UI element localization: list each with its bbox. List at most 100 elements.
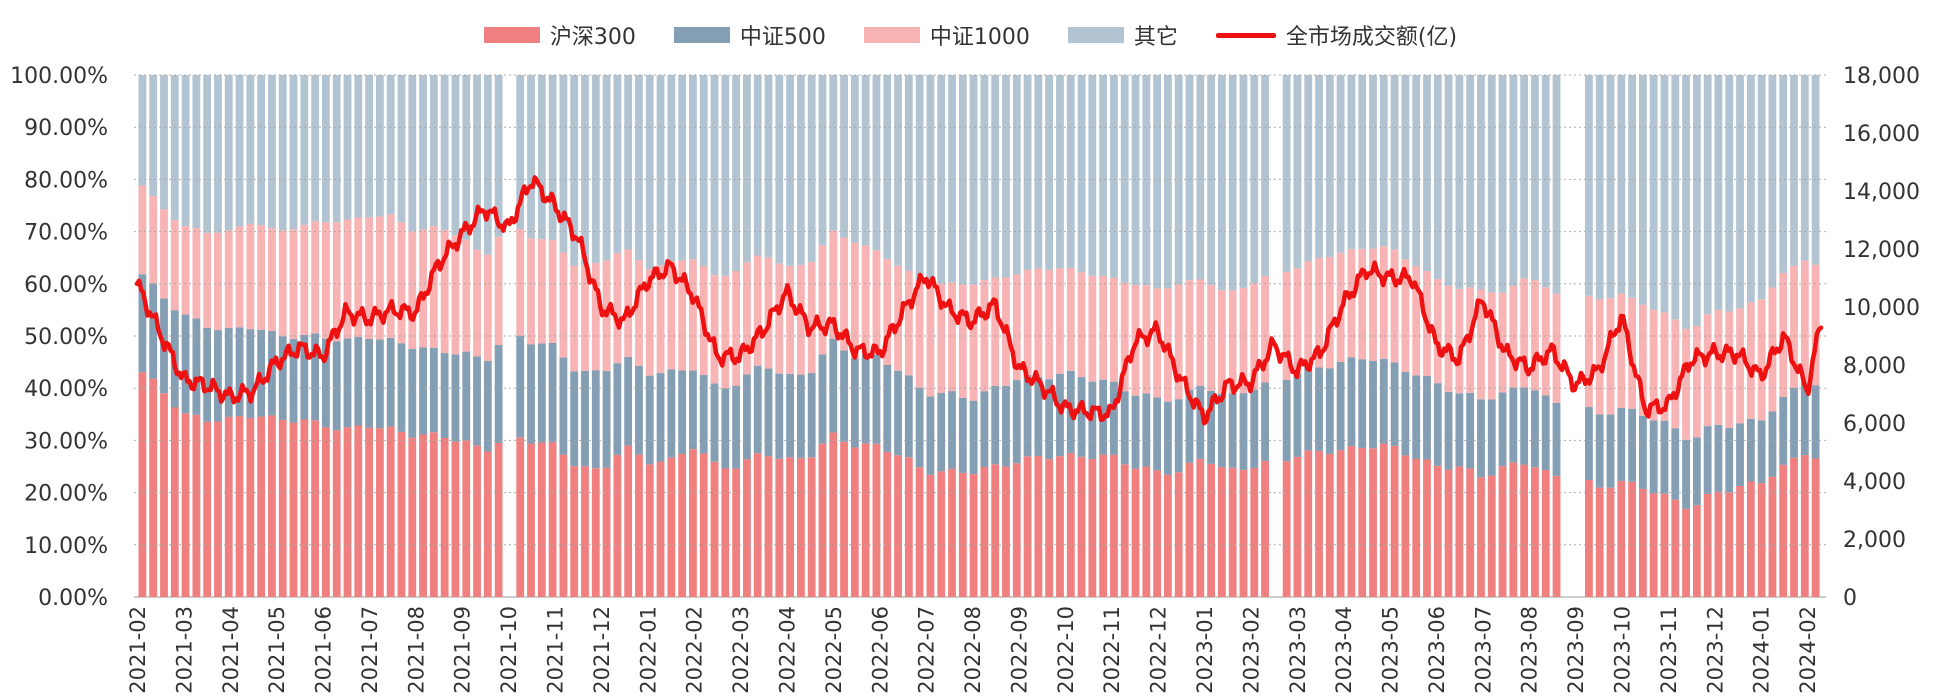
y-right-tick-label: 16,000 [1843, 122, 1920, 147]
bar-segment-hs300 [1746, 481, 1755, 597]
bar-segment-other [1207, 75, 1215, 285]
bar-segment-zz1000 [473, 249, 481, 357]
bar-segment-zz500 [1455, 393, 1464, 467]
bar-segment-other [689, 75, 697, 260]
bar-segment-hs300 [1509, 462, 1518, 597]
bar-segment-zz1000 [419, 229, 427, 348]
bar-segment-other [343, 75, 352, 220]
bar-segment-hs300 [1217, 467, 1226, 597]
bar-segment-hs300 [1692, 505, 1701, 597]
bar-segment-zz500 [667, 369, 676, 458]
y-left-tick-label: 30.00% [24, 429, 108, 454]
bar-segment-hs300 [1023, 456, 1032, 597]
bar-segment-zz500 [969, 400, 978, 475]
x-tick-label: 2022-07 [915, 606, 939, 694]
bar-segment-zz1000 [850, 242, 859, 359]
bar-segment-zz500 [1023, 374, 1032, 457]
bar-segment-zz500 [1649, 420, 1658, 494]
bar-segment-zz1000 [1800, 260, 1809, 383]
bar-segment-hs300 [1412, 459, 1421, 597]
bar-segment-zz1000 [656, 265, 665, 373]
bar-segment-zz1000 [1325, 257, 1334, 369]
bar-segment-zz500 [483, 360, 492, 452]
bar-segment-zz1000 [1671, 319, 1680, 429]
bar-segment-zz1000 [429, 225, 438, 348]
legend-label-zz1000: 中证1000 [929, 25, 1030, 50]
bar-segment-zz500 [462, 351, 471, 441]
bar-segment-hs300 [1239, 469, 1248, 597]
bar-segment-other [537, 75, 546, 240]
bar-segment-other [462, 75, 471, 240]
bar-segment-other [440, 75, 449, 230]
x-tick-label: 2022-09 [1007, 606, 1031, 694]
bar-segment-zz500 [581, 370, 589, 467]
bar-segment-other [483, 75, 492, 255]
bar-segment-other [268, 75, 276, 229]
bar-segment-other [1477, 75, 1485, 290]
bar-segment-zz1000 [1811, 264, 1820, 386]
bar-segment-zz500 [246, 329, 255, 418]
bar-segment-hs300 [807, 457, 816, 597]
bar-segment-hs300 [581, 466, 589, 597]
bar-segment-zz500 [1628, 408, 1636, 482]
bar-segment-zz1000 [1110, 277, 1118, 382]
bar-segment-other [581, 75, 589, 266]
bar-segment-other [1725, 75, 1734, 312]
bar-segment-hs300 [170, 407, 179, 597]
bar-segment-zz500 [322, 338, 330, 428]
bar-segment-zz500 [1131, 395, 1140, 469]
bar-segment-zz1000 [170, 220, 179, 311]
x-tick-label: 2023-11 [1657, 606, 1681, 694]
bar-segment-zz1000 [1487, 292, 1496, 400]
x-tick-label: 2023-03 [1286, 606, 1310, 694]
bar-segment-zz1000 [343, 219, 352, 339]
bar-segment-zz1000 [1433, 279, 1442, 384]
x-tick-label: 2023-06 [1425, 606, 1449, 694]
bar-segment-zz1000 [1617, 293, 1626, 408]
bar-segment-hs300 [861, 443, 870, 597]
bar-segment-zz1000 [721, 275, 730, 389]
bar-segment-zz500 [1757, 420, 1766, 484]
legend-item-zz1000: 中证1000 [863, 19, 1030, 51]
bar-segment-zz500 [375, 339, 384, 429]
bar-segment-hs300 [300, 419, 309, 597]
bar-segment-hs300 [796, 458, 805, 597]
bar-segment-zz500 [1174, 399, 1183, 473]
bar-segment-zz1000 [1379, 246, 1388, 359]
y-left-axis: 0.00% 10.00% 20.00% 30.00% 40.00% 50.00% 60.00… [10, 64, 108, 611]
bar-segment-other [743, 75, 751, 263]
x-tick-label: 2022-08 [961, 606, 985, 694]
bar-segment-zz500 [289, 339, 298, 423]
bar-segment-zz1000 [1757, 299, 1766, 421]
bar-segment-zz500 [872, 355, 881, 444]
bar-segment-zz1000 [807, 261, 816, 373]
bar-segment-zz500 [1401, 371, 1410, 456]
bar-segment-other [1379, 75, 1388, 247]
bar-segment-zz1000 [570, 265, 579, 372]
bar-segment-hs300 [1714, 491, 1723, 597]
bar-segment-other [1347, 75, 1356, 250]
bar-segment-other [948, 75, 956, 283]
bar-segment-other [710, 75, 719, 276]
bar-segment-hs300 [1164, 474, 1172, 597]
bar-segment-hs300 [764, 456, 773, 597]
bar-segment-hs300 [1336, 450, 1345, 597]
bar-segment-zz1000 [1660, 312, 1669, 421]
bar-segment-zz1000 [829, 230, 838, 339]
bar-segment-other [1531, 75, 1539, 280]
bar-segment-other [1520, 75, 1529, 279]
bar-segment-zz500 [1585, 406, 1593, 481]
bar-segment-zz500 [1790, 387, 1798, 458]
bar-segment-hs300 [1477, 477, 1485, 597]
bar-segment-hs300 [1174, 472, 1183, 597]
bar-segment-other [1811, 75, 1820, 265]
bar-segment-hs300 [1757, 483, 1766, 597]
bar-segment-zz1000 [527, 238, 535, 345]
bar-segment-zz500 [1325, 368, 1334, 454]
bar-segment-zz500 [397, 343, 406, 432]
bar-segment-zz1000 [203, 232, 212, 328]
bar-segment-hs300 [332, 430, 341, 597]
bar-segment-hs300 [1800, 455, 1809, 597]
bar-segment-hs300 [1811, 458, 1820, 597]
bar-segment-zz500 [548, 342, 557, 443]
